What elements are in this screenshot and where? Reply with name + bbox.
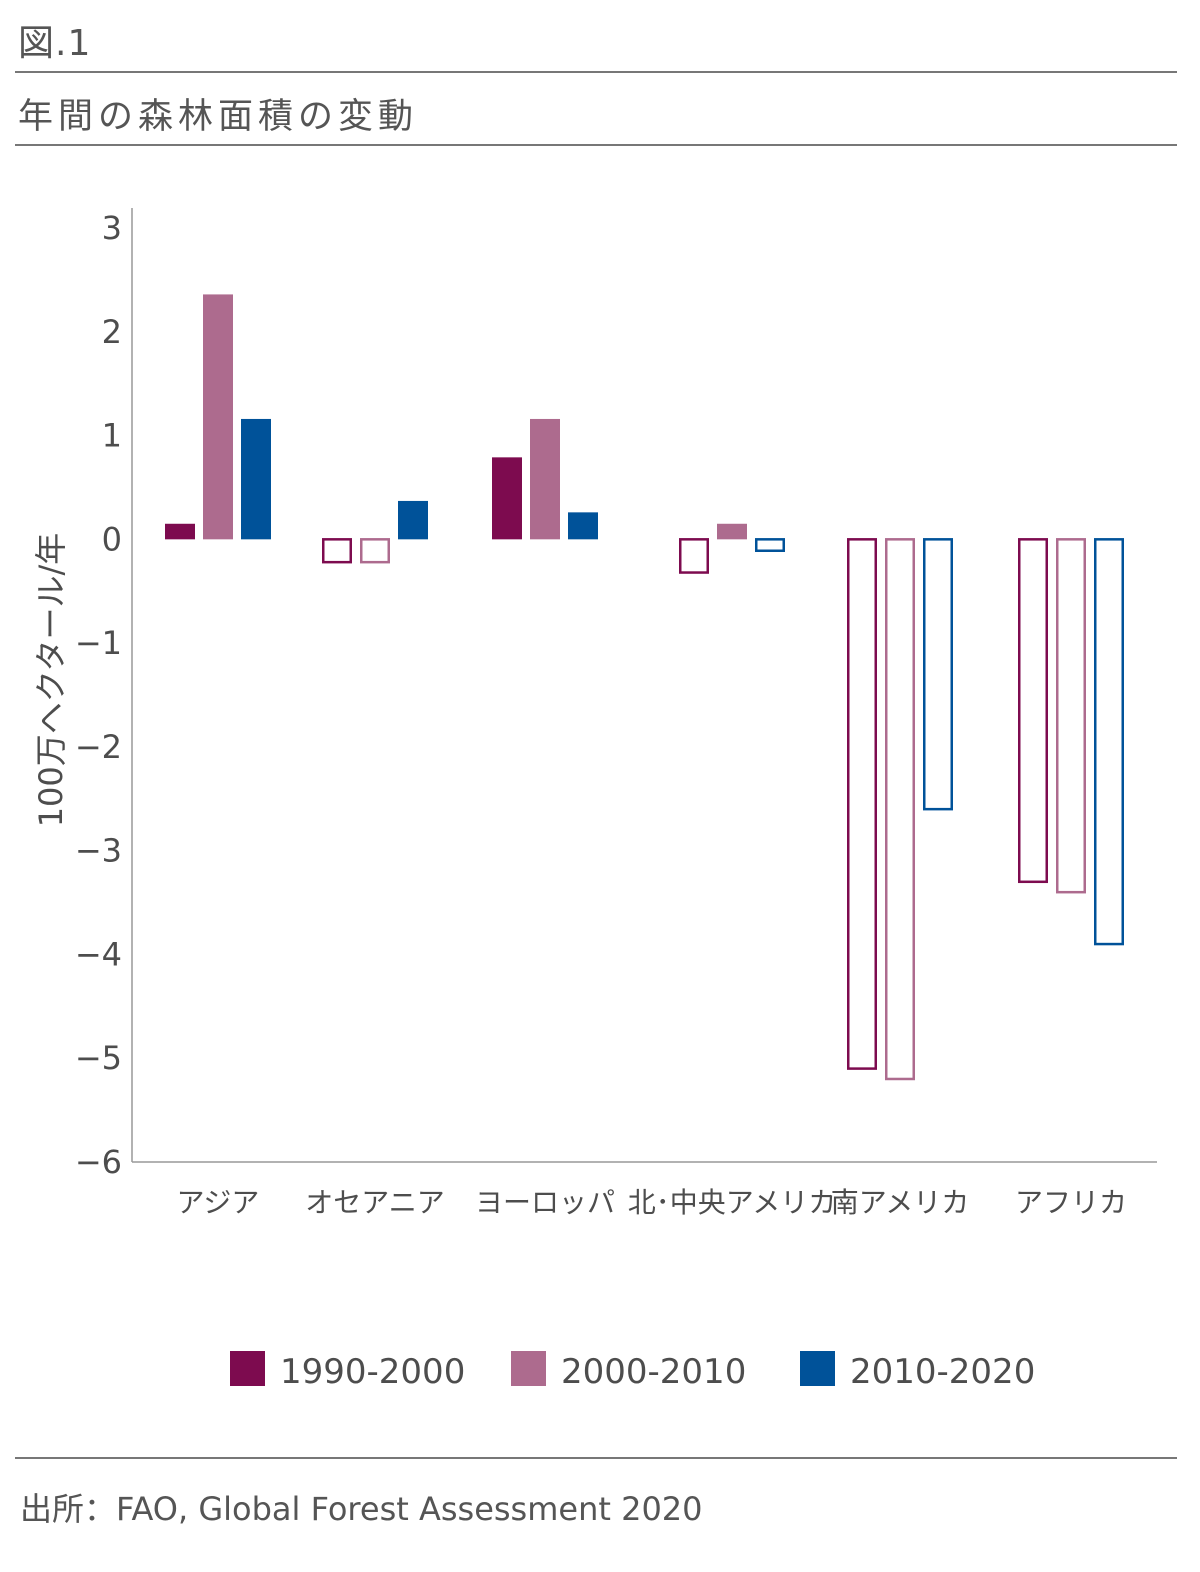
- bar-chart: 3 2 1 0 −1 −2 −3 −4 −5 −6 アジア オセアニア ヨーロッパ 北･中央アメリカ南ア…: [32, 208, 1157, 1392]
- source-note: 出所：FAO, Global Forest Assessment 2020: [20, 1490, 703, 1528]
- y-tick-label: −6: [75, 1143, 122, 1181]
- bar: [530, 418, 560, 540]
- bar: [1094, 538, 1124, 946]
- y-tick-label: −3: [75, 832, 122, 870]
- y-tick-label: 0: [102, 520, 122, 558]
- x-tick-label: 北･中央アメリカ: [628, 1186, 837, 1219]
- legend-swatch: [230, 1351, 265, 1386]
- bar: [1056, 538, 1086, 894]
- legend-label: 2010-2020: [850, 1352, 1035, 1392]
- bar: [885, 538, 915, 1081]
- y-tick-label: 2: [102, 313, 122, 351]
- x-tick-label: ヨーロッパ: [475, 1186, 615, 1219]
- bar: [923, 538, 953, 811]
- legend-label: 1990-2000: [280, 1352, 465, 1392]
- bar: [679, 538, 709, 574]
- bar: [165, 523, 195, 540]
- y-tick-label: −1: [75, 624, 122, 662]
- legend-swatch: [511, 1351, 546, 1386]
- bars-group: [165, 294, 1124, 1081]
- y-tick-label: 3: [102, 209, 122, 247]
- figure-label: 図.1: [18, 23, 92, 64]
- x-tick-label: アジア: [177, 1186, 260, 1219]
- title-rule: [15, 144, 1177, 146]
- x-tick-label: アフリカ: [1015, 1186, 1127, 1219]
- bar: [717, 523, 747, 540]
- y-tick-label: 1: [102, 417, 122, 455]
- bar: [322, 538, 352, 564]
- legend: 1990-2000 2000-2010 2010-2020: [230, 1351, 1035, 1392]
- bar: [492, 457, 522, 540]
- bar: [360, 538, 390, 564]
- y-axis-label: 100万ヘクタール/年: [32, 533, 70, 828]
- source-rule: [15, 1457, 1177, 1459]
- bar: [568, 512, 598, 540]
- legend-swatch: [800, 1351, 835, 1386]
- bar: [241, 418, 271, 540]
- y-axis-ticks: 3 2 1 0 −1 −2 −3 −4 −5 −6: [75, 209, 122, 1181]
- bar: [1018, 538, 1048, 884]
- x-tick-label: 南アメリカ: [831, 1186, 970, 1219]
- legend-label: 2000-2010: [561, 1352, 746, 1392]
- bar: [203, 294, 233, 540]
- x-tick-label: オセアニア: [305, 1186, 444, 1219]
- y-tick-label: −4: [75, 935, 122, 973]
- bar: [847, 538, 877, 1070]
- top-rule: [15, 71, 1177, 73]
- bar: [398, 500, 428, 540]
- figure-title: 年間の森林面積の変動: [18, 97, 419, 137]
- bar: [755, 538, 785, 552]
- y-tick-label: −5: [75, 1039, 122, 1077]
- y-tick-label: −2: [75, 728, 122, 766]
